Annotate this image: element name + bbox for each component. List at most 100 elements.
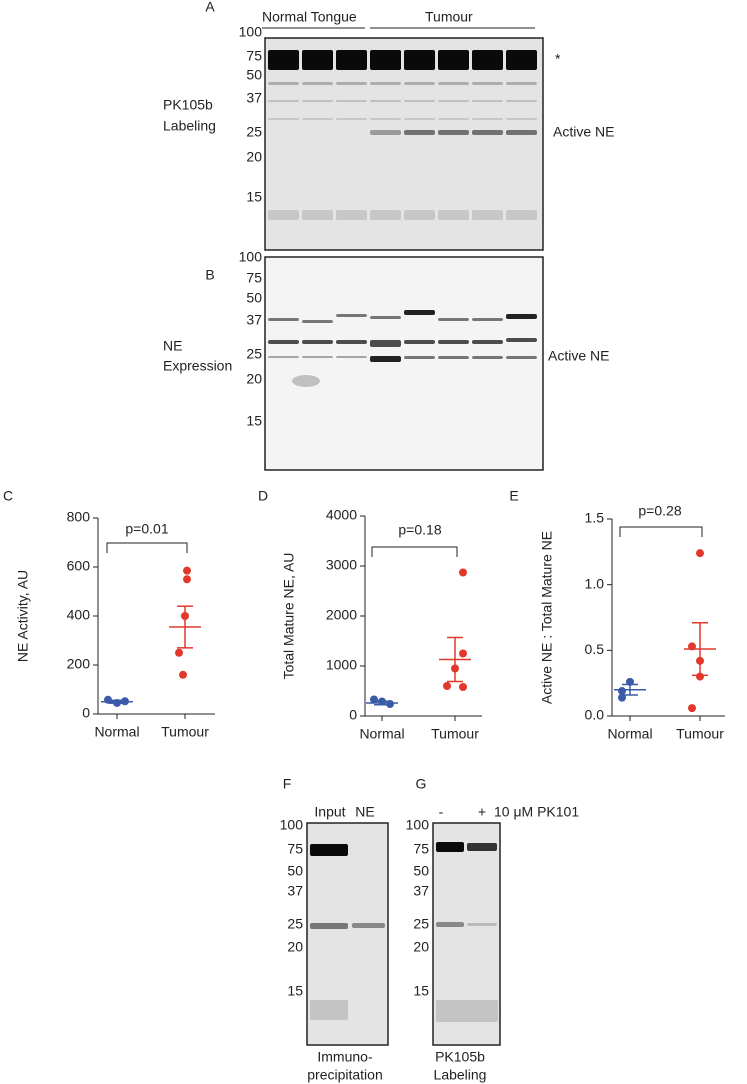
gel-band (438, 100, 469, 102)
gel-band (336, 118, 367, 120)
error-bar (692, 622, 708, 677)
bottom-label: Labeling (434, 1067, 487, 1083)
gel-band (302, 340, 333, 344)
gel-band (438, 340, 469, 344)
marker-label: 37 (287, 883, 303, 899)
bottom-label: Immuno- (317, 1049, 373, 1065)
p-value: p=0.01 (125, 521, 168, 537)
lane-label: + (478, 804, 486, 820)
error-bar (177, 605, 193, 649)
gel-band (506, 82, 537, 85)
gel-band (404, 210, 435, 220)
gel-band (472, 130, 503, 135)
gel-band (302, 118, 333, 120)
y-tick-label: 800 (67, 509, 91, 525)
gel-band (404, 100, 435, 102)
error-bar (447, 636, 463, 683)
data-point (175, 648, 183, 657)
gel-band (268, 356, 299, 358)
gel-band (467, 923, 497, 926)
marker-label: 100 (239, 249, 263, 265)
gel-band (506, 356, 537, 359)
panel-letter: C (3, 488, 13, 504)
gel-band (472, 100, 503, 102)
error-bar (374, 700, 390, 706)
lane-label: NE (355, 804, 374, 820)
marker-label: 15 (413, 983, 429, 999)
gel-blot (292, 375, 320, 387)
gel-band (370, 356, 401, 362)
gel-band (370, 130, 401, 135)
gel-band (336, 314, 367, 317)
gel-band (268, 340, 299, 344)
treatment-label: 10 μM PK101 (494, 804, 579, 820)
marker-label: 100 (406, 817, 430, 833)
gel-band (436, 1000, 498, 1022)
marker-label: 37 (246, 312, 262, 328)
gel-band (472, 210, 503, 220)
gel-band (472, 50, 503, 70)
y-tick-label: 4000 (326, 507, 357, 523)
gel-band (404, 310, 435, 315)
gel-band (506, 100, 537, 102)
error-bar (622, 683, 638, 696)
panel-letter: A (205, 0, 215, 15)
data-point (183, 566, 191, 575)
gel-band (472, 82, 503, 85)
gel-band (310, 1000, 348, 1020)
y-axis-label: NE Activity, AU (15, 570, 31, 662)
asterisk: * (555, 51, 561, 67)
y-tick-label: 1000 (326, 657, 357, 673)
x-tick-label: Normal (94, 724, 139, 740)
y-tick-label: 200 (67, 656, 91, 672)
gel-band (336, 50, 367, 70)
gel-band (370, 100, 401, 102)
y-tick-label: 2000 (326, 607, 357, 623)
gel-band (268, 100, 299, 102)
gel-band (336, 210, 367, 220)
gel-band (268, 50, 299, 70)
gel-band (302, 100, 333, 102)
gel-band (506, 130, 537, 135)
gel-band (404, 340, 435, 344)
gel-band (506, 50, 537, 70)
gel-band (404, 356, 435, 359)
gel-band (336, 82, 367, 85)
marker-label: 25 (413, 916, 429, 932)
panel-letter: B (205, 267, 214, 283)
marker-label: 50 (246, 290, 262, 306)
marker-label: 20 (413, 939, 429, 955)
p-value: p=0.28 (638, 503, 681, 519)
gel-band (310, 923, 348, 929)
error-bar (109, 699, 125, 704)
marker-label: 75 (246, 48, 262, 64)
marker-label: 20 (246, 371, 262, 387)
x-tick-label: Tumour (431, 726, 479, 742)
y-axis-label: Active NE : Total Mature NE (539, 531, 555, 704)
x-tick-label: Normal (359, 726, 404, 742)
marker-label: 75 (413, 841, 429, 857)
y-axis-label: Total Mature NE, AU (281, 553, 297, 680)
gel-band (472, 356, 503, 359)
bottom-label: PK105b (435, 1049, 485, 1065)
gel-band (404, 50, 435, 70)
gel-band (506, 118, 537, 120)
marker-label: 75 (287, 841, 303, 857)
p-value: p=0.18 (398, 522, 441, 538)
gel-band (302, 356, 333, 358)
y-tick-label: 1.0 (585, 575, 605, 591)
x-tick-label: Tumour (676, 726, 724, 742)
marker-label: 15 (246, 413, 262, 429)
gel-band (438, 210, 469, 220)
gel-band (438, 318, 469, 321)
marker-label: 25 (246, 346, 262, 362)
y-tick-label: 3000 (326, 557, 357, 573)
gel-band (370, 210, 401, 220)
gel-band (436, 842, 464, 852)
gel-band (472, 118, 503, 120)
data-point (179, 670, 187, 679)
panel-letter: E (509, 488, 518, 504)
gel-band (404, 118, 435, 120)
gel-band (370, 340, 401, 347)
